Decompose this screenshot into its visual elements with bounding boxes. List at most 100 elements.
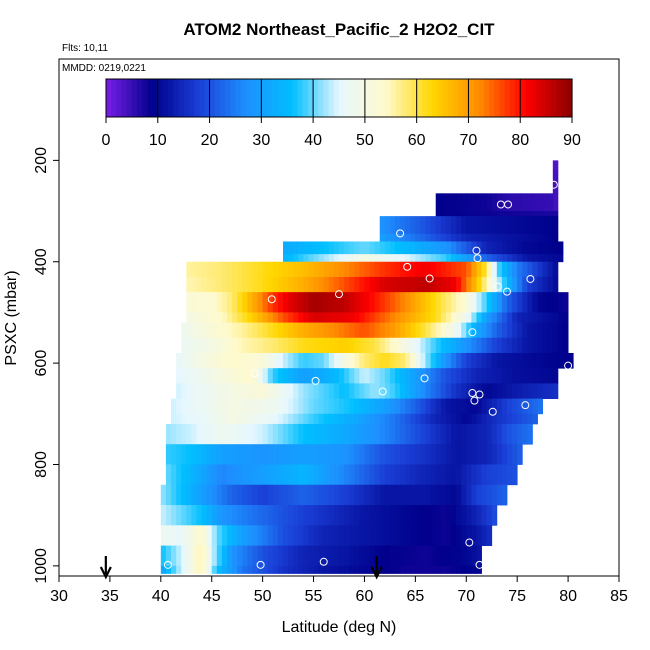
heatmap-cell: [466, 545, 472, 567]
heatmap-cell: [451, 312, 457, 323]
heatmap-cell: [303, 322, 309, 339]
heatmap-cell: [252, 423, 258, 445]
colorbar-swatch: [401, 79, 407, 117]
heatmap-cell: [206, 383, 213, 399]
heatmap-cell: [430, 337, 437, 354]
heatmap-cell: [496, 413, 503, 425]
heatmap-cell: [476, 216, 482, 235]
heatmap-cell: [507, 464, 513, 486]
heatmap-cell: [496, 322, 503, 339]
heatmap-cell: [440, 484, 447, 506]
heatmap-cell: [440, 368, 447, 384]
heatmap-cell: [481, 444, 488, 465]
y-tick-label: 200: [33, 147, 50, 174]
heatmap-cell: [318, 565, 325, 574]
heatmap-cell: [420, 233, 426, 242]
heatmap-cell: [369, 444, 376, 465]
heatmap-cell: [206, 368, 213, 384]
heatmap-cell: [176, 398, 182, 415]
heatmap-cell: [293, 444, 299, 465]
heatmap-cell: [486, 383, 493, 399]
heatmap-cell: [221, 352, 228, 369]
heatmap-cell: [430, 233, 437, 242]
heatmap-cell: [389, 368, 396, 384]
colorbar-swatch: [282, 79, 288, 117]
heatmap-cell: [313, 383, 320, 399]
heatmap-cell: [425, 276, 432, 293]
heatmap-cell: [201, 464, 208, 486]
heatmap-cell: [481, 525, 488, 546]
heatmap-cell: [186, 398, 192, 415]
heatmap-cell: [517, 413, 523, 425]
x-tick-label: 85: [610, 588, 628, 605]
heatmap-cell: [405, 423, 411, 445]
heatmap-cell: [410, 352, 416, 369]
heatmap-cell: [425, 505, 432, 526]
heatmap-cell: [389, 216, 396, 235]
heatmap-cell: [395, 525, 401, 546]
heatmap-cell: [359, 352, 365, 369]
heatmap-cell: [277, 312, 284, 323]
heatmap-cell: [354, 261, 360, 278]
heatmap-cell: [501, 261, 508, 278]
heatmap-cell: [216, 398, 223, 415]
heatmap-cell: [410, 276, 416, 293]
heatmap-cell: [435, 423, 442, 445]
heatmap-cell: [430, 423, 437, 445]
heatmap-cell: [486, 276, 493, 293]
heatmap-cell: [339, 484, 345, 506]
heatmap-cell: [451, 261, 457, 278]
heatmap-cell: [532, 233, 538, 242]
heatmap-cell: [303, 444, 309, 465]
heatmap-cell: [517, 368, 523, 384]
heatmap-cell: [247, 413, 253, 425]
heatmap-cell: [486, 368, 493, 384]
heatmap-cell: [323, 337, 330, 354]
heatmap-cell: [283, 312, 289, 323]
heatmap-cell: [379, 312, 386, 323]
heatmap-cell: [221, 545, 228, 567]
heatmap-cell: [313, 368, 320, 384]
heatmap-cell: [405, 312, 411, 323]
heatmap-cell: [507, 368, 513, 384]
heatmap-cell: [221, 525, 228, 546]
heatmap-cell: [252, 413, 258, 425]
heatmap-cell: [298, 241, 304, 255]
heatmap-cell: [430, 545, 437, 567]
heatmap-cell: [359, 525, 365, 546]
heatmap-cell: [379, 292, 386, 313]
heatmap-cell: [435, 216, 442, 235]
heatmap-cell: [552, 241, 559, 255]
heatmap-cell: [232, 565, 238, 574]
heatmap-cell: [395, 337, 401, 354]
heatmap-cell: [486, 484, 493, 506]
heatmap-cell: [333, 322, 340, 339]
heatmap-cell: [257, 292, 264, 313]
heatmap-cell: [461, 337, 467, 354]
heatmap-cell: [298, 484, 304, 506]
heatmap-cell: [176, 368, 182, 384]
heatmap-cell: [384, 505, 391, 526]
heatmap-cell: [349, 484, 355, 506]
heatmap-cell: [471, 505, 477, 526]
heatmap-cell: [400, 423, 406, 445]
heatmap-cell: [542, 368, 549, 384]
heatmap-cell: [349, 423, 355, 445]
heatmap-cell: [547, 322, 554, 339]
heatmap-cell: [277, 423, 284, 445]
heatmap-cell: [176, 464, 182, 486]
heatmap-cell: [303, 464, 309, 486]
heatmap-cell: [293, 241, 299, 255]
heatmap-cell: [283, 261, 289, 278]
heatmap-cell: [196, 312, 202, 323]
heatmap-cell: [227, 565, 233, 574]
heatmap-cell: [374, 464, 381, 486]
heatmap-cell: [242, 484, 248, 506]
heatmap-cell: [283, 484, 289, 506]
heatmap-cell: [415, 292, 421, 313]
heatmap-cell: [517, 292, 523, 313]
heatmap-cell: [318, 337, 325, 354]
heatmap-cell: [527, 233, 533, 242]
heatmap-cell: [242, 413, 248, 425]
